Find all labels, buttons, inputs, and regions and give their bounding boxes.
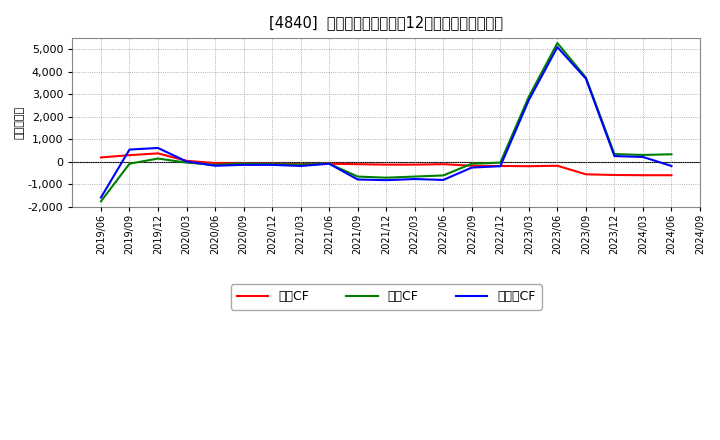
投資CF: [96, 199, 105, 204]
Title: [4840]  キャッシュフローの12か月移動合計の推移: [4840] キャッシュフローの12か月移動合計の推移: [269, 15, 503, 30]
フリーCF: [439, 177, 448, 183]
投資CF: [582, 75, 590, 80]
Line: 投資CF: 投資CF: [101, 43, 672, 202]
営業CF: [182, 158, 191, 163]
営業CF: [467, 163, 476, 169]
投資CF: [496, 160, 505, 165]
フリーCF: [667, 163, 676, 169]
投資CF: [325, 161, 333, 166]
営業CF: [325, 161, 333, 166]
営業CF: [354, 161, 362, 167]
フリーCF: [382, 177, 390, 183]
投資CF: [297, 162, 305, 167]
営業CF: [639, 172, 647, 178]
フリーCF: [268, 162, 276, 168]
フリーCF: [96, 195, 105, 200]
フリーCF: [553, 44, 562, 50]
フリーCF: [239, 162, 248, 168]
営業CF: [297, 161, 305, 167]
フリーCF: [182, 159, 191, 164]
投資CF: [639, 152, 647, 158]
フリーCF: [582, 76, 590, 81]
Line: フリーCF: フリーCF: [101, 47, 672, 198]
投資CF: [553, 40, 562, 46]
営業CF: [211, 161, 220, 166]
フリーCF: [525, 97, 534, 103]
フリーCF: [410, 176, 419, 182]
投資CF: [382, 175, 390, 180]
Line: 営業CF: 営業CF: [101, 154, 672, 175]
フリーCF: [496, 164, 505, 169]
営業CF: [582, 172, 590, 177]
営業CF: [553, 163, 562, 169]
Y-axis label: （百万円）: （百万円）: [15, 106, 25, 139]
フリーCF: [610, 154, 618, 159]
営業CF: [410, 162, 419, 167]
営業CF: [382, 162, 390, 167]
営業CF: [610, 172, 618, 178]
フリーCF: [354, 177, 362, 182]
投資CF: [354, 174, 362, 179]
投資CF: [182, 160, 191, 165]
営業CF: [153, 151, 162, 156]
フリーCF: [639, 154, 647, 160]
投資CF: [268, 161, 276, 167]
投資CF: [467, 161, 476, 166]
フリーCF: [125, 147, 134, 152]
フリーCF: [467, 165, 476, 170]
営業CF: [525, 164, 534, 169]
投資CF: [153, 156, 162, 161]
営業CF: [268, 161, 276, 166]
投資CF: [610, 151, 618, 157]
営業CF: [239, 161, 248, 166]
フリーCF: [325, 161, 333, 166]
営業CF: [439, 161, 448, 167]
Legend: 営業CF, 投資CF, フリーCF: 営業CF, 投資CF, フリーCF: [230, 284, 542, 310]
営業CF: [96, 155, 105, 160]
フリーCF: [153, 145, 162, 150]
営業CF: [496, 163, 505, 169]
フリーCF: [297, 163, 305, 169]
営業CF: [667, 172, 676, 178]
営業CF: [125, 153, 134, 158]
投資CF: [239, 161, 248, 166]
投資CF: [125, 161, 134, 166]
投資CF: [211, 162, 220, 168]
投資CF: [525, 94, 534, 99]
投資CF: [439, 173, 448, 178]
投資CF: [410, 174, 419, 179]
投資CF: [667, 152, 676, 157]
フリーCF: [211, 163, 220, 169]
